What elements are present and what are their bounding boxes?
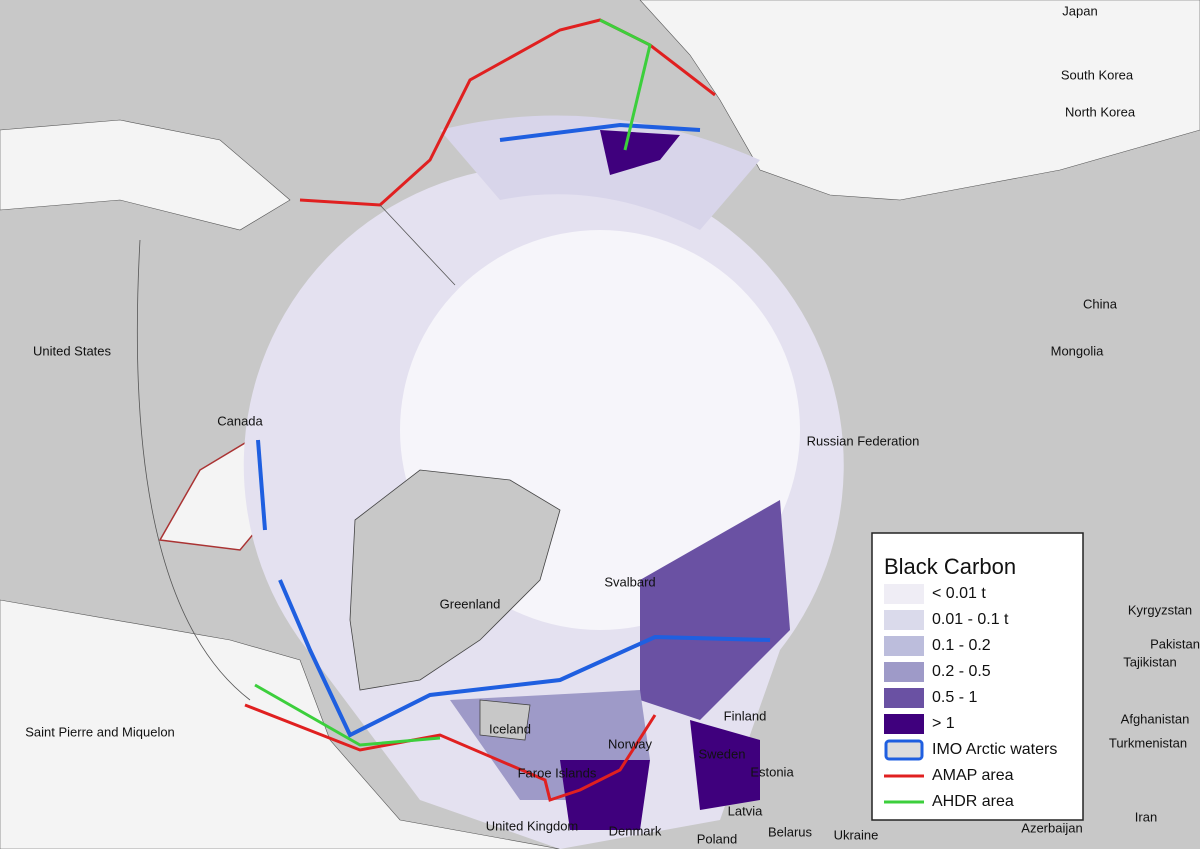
legend-title: Black Carbon <box>884 554 1016 579</box>
place-label: Canada <box>217 413 263 428</box>
imo-boundary <box>499 122 701 142</box>
place-label: Svalbard <box>604 574 655 589</box>
legend-label: 0.5 - 1 <box>932 689 977 706</box>
place-label: Russian Federation <box>807 433 920 448</box>
legend-swatch <box>884 662 924 682</box>
legend-swatch <box>884 584 924 604</box>
imo-boundary <box>256 439 267 531</box>
amap-boundary <box>244 703 657 802</box>
place-label: Denmark <box>609 823 662 838</box>
place-label: Japan <box>1062 3 1097 18</box>
legend-label: AMAP area <box>932 767 1014 784</box>
legend-label: 0.01 - 0.1 t <box>932 611 1009 628</box>
imo-boundary <box>278 579 771 738</box>
arctic-grid <box>690 720 760 810</box>
legend-swatch <box>884 636 924 656</box>
ocean <box>0 119 291 231</box>
place-labels: Japan South Korea North Korea China Mong… <box>25 3 1200 846</box>
place-label: Iran <box>1135 809 1157 824</box>
place-label: North Korea <box>1065 104 1136 119</box>
arctic-grid <box>560 760 650 830</box>
arctic-grid <box>600 130 680 175</box>
legend-label: 0.1 - 0.2 <box>932 637 991 654</box>
legend-swatch <box>884 739 924 761</box>
place-label: Kyrgyzstan <box>1128 602 1192 617</box>
place-label: China <box>1083 296 1118 311</box>
place-label: Faroe Islands <box>518 765 597 780</box>
ocean <box>639 0 1200 201</box>
arctic-grid <box>440 115 760 230</box>
legend-swatch <box>884 714 924 734</box>
inset-line <box>136 239 251 701</box>
place-label: Greenland <box>440 596 501 611</box>
iceland <box>479 699 531 741</box>
place-label: Poland <box>697 831 737 846</box>
place-label: Latvia <box>728 803 763 818</box>
place-label: Pakistan <box>1150 636 1200 651</box>
ahdr-boundary <box>254 683 441 747</box>
legend-swatch <box>884 688 924 708</box>
place-label: Sweden <box>699 746 746 761</box>
place-label: Estonia <box>750 764 794 779</box>
place-label: Mongolia <box>1051 343 1105 358</box>
place-label: Saint Pierre and Miquelon <box>25 724 175 739</box>
legend-label: AHDR area <box>932 793 1014 810</box>
place-label: United Kingdom <box>486 818 579 833</box>
legend-swatch <box>884 610 924 630</box>
place-label: Iceland <box>489 721 531 736</box>
greenland <box>349 469 561 691</box>
place-label: Afghanistan <box>1121 711 1190 726</box>
place-label: Turkmenistan <box>1109 735 1187 750</box>
place-label: Azerbaijan <box>1021 820 1082 835</box>
place-label: Norway <box>608 736 653 751</box>
legend-label: < 0.01 t <box>932 585 986 602</box>
ahdr-boundary <box>599 18 652 151</box>
legend-label: 0.2 - 0.5 <box>932 663 991 680</box>
ocean <box>0 599 561 849</box>
place-label: South Korea <box>1061 67 1134 82</box>
legend-label: > 1 <box>932 715 955 732</box>
legend-label: IMO Arctic waters <box>932 741 1057 758</box>
place-label: Belarus <box>768 824 813 839</box>
place-label: Ukraine <box>834 827 879 842</box>
place-label: Finland <box>724 708 767 723</box>
place-label: Tajikistan <box>1123 654 1176 669</box>
place-label: United States <box>33 343 112 358</box>
inset-line <box>379 204 456 286</box>
arctic-grid <box>640 500 790 720</box>
legend: Black Carbon < 0.01 t 0.01 - 0.1 t 0.1 - 0… <box>871 532 1084 821</box>
